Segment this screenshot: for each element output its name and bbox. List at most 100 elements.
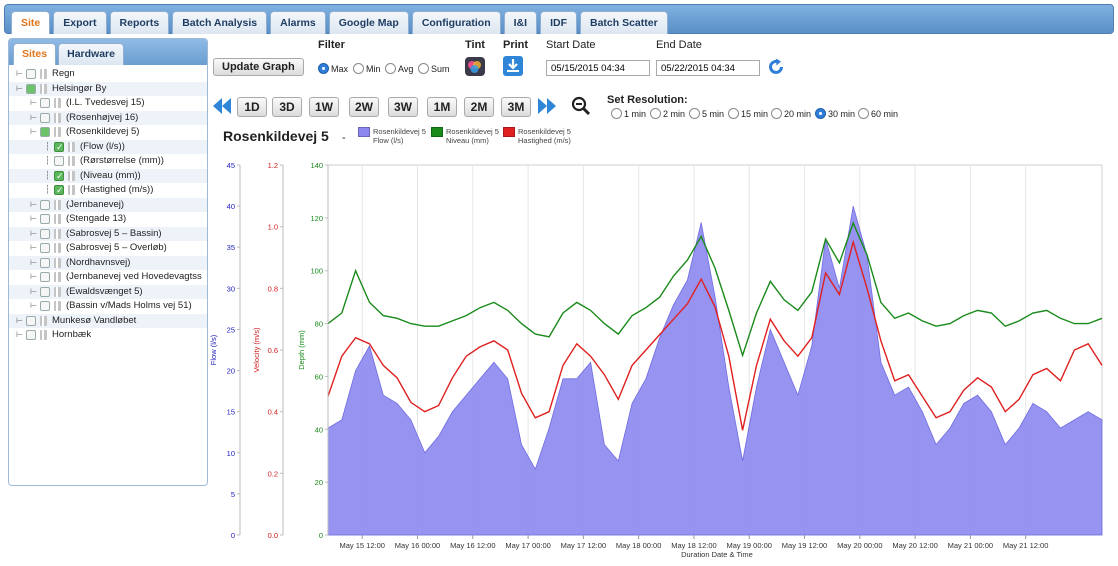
checkbox[interactable]: [26, 330, 36, 341]
checkbox[interactable]: [40, 127, 50, 138]
radio-icon[interactable]: [318, 63, 329, 74]
checkbox[interactable]: [40, 243, 50, 254]
tree-item[interactable]: ⊢ (Rosenhøjvej 16): [9, 110, 207, 125]
print-icon[interactable]: [503, 56, 523, 76]
checkbox[interactable]: [40, 257, 50, 268]
tree-item[interactable]: ⊢ (Jernbanevej): [9, 197, 207, 212]
tree-item[interactable]: ⊢ Regn: [9, 67, 207, 82]
expand-icon[interactable]: ⊢: [16, 330, 23, 339]
checkbox[interactable]: [54, 169, 64, 183]
checkbox[interactable]: [40, 301, 50, 312]
range-2w-button[interactable]: 2W: [349, 97, 379, 117]
next-period-icon[interactable]: [536, 96, 558, 116]
checkbox[interactable]: [40, 98, 50, 109]
checkbox[interactable]: [40, 199, 50, 210]
radio-icon[interactable]: [650, 108, 661, 119]
expand-icon[interactable]: ⊢: [30, 127, 37, 136]
tree-item[interactable]: ⊢ (Stengade 13): [9, 212, 207, 227]
tree-item[interactable]: ┆ (Niveau (mm)): [9, 168, 207, 183]
sidebar-tab-hardware[interactable]: Hardware: [58, 43, 124, 65]
tree-item[interactable]: ⊢ (Sabrosvej 5 – Overløb): [9, 241, 207, 256]
tree-item[interactable]: ⊢ (Bassin v/Mads Holms vej 51): [9, 299, 207, 314]
checkbox[interactable]: [40, 214, 50, 225]
tab-reports[interactable]: Reports: [109, 11, 170, 34]
tab-i-i[interactable]: I&I: [503, 11, 538, 34]
checkbox[interactable]: [54, 156, 64, 167]
tab-batch-analysis[interactable]: Batch Analysis: [172, 11, 268, 34]
radio-icon[interactable]: [353, 63, 364, 74]
tree-item[interactable]: ⊢ (I.L. Tvedesvej 15): [9, 96, 207, 111]
radio-icon[interactable]: [418, 63, 429, 74]
expand-icon[interactable]: ⊢: [30, 98, 37, 107]
tab-batch-scatter[interactable]: Batch Scatter: [579, 11, 668, 34]
range-1m-button[interactable]: 1M: [427, 97, 457, 117]
resolution-1-min-radio[interactable]: 1 min: [611, 108, 646, 119]
radio-icon[interactable]: [858, 108, 869, 119]
tree-item[interactable]: ┆ (Flow (l/s)): [9, 139, 207, 154]
update-graph-button[interactable]: Update Graph: [213, 58, 304, 76]
expand-icon[interactable]: ⊢: [30, 257, 37, 267]
checkbox[interactable]: [26, 69, 36, 80]
expand-icon[interactable]: ⊢: [16, 69, 23, 78]
range-3d-button[interactable]: 3D: [272, 97, 302, 117]
range-1w-button[interactable]: 1W: [309, 97, 339, 117]
radio-icon[interactable]: [815, 108, 826, 119]
tree-item[interactable]: ⊢ Hornbæk: [9, 328, 207, 343]
sidebar-tab-sites[interactable]: Sites: [13, 43, 57, 65]
filter-min-radio[interactable]: Min: [353, 63, 381, 74]
radio-icon[interactable]: [728, 108, 739, 119]
tree-item[interactable]: ⊢ Munkesø Vandløbet: [9, 313, 207, 328]
checkbox[interactable]: [26, 315, 36, 326]
tree-item[interactable]: ┆ (Rørstørrelse (mm)): [9, 154, 207, 169]
tint-icon[interactable]: [465, 57, 485, 76]
range-2m-button[interactable]: 2M: [464, 97, 494, 117]
range-3m-button[interactable]: 3M: [501, 97, 531, 117]
filter-max-radio[interactable]: Max: [318, 63, 348, 74]
expand-icon[interactable]: ⊢: [30, 243, 37, 252]
refresh-icon[interactable]: [766, 57, 786, 77]
resolution-15-min-radio[interactable]: 15 min: [728, 108, 768, 119]
expand-icon[interactable]: ⊢: [30, 286, 37, 296]
expand-icon[interactable]: ⊢: [30, 214, 37, 223]
tree-item[interactable]: ⊢ (Sabrosvej 5 – Bassin): [9, 226, 207, 241]
tab-alarms[interactable]: Alarms: [270, 11, 326, 34]
end-date-input[interactable]: [656, 60, 760, 76]
expand-icon[interactable]: ⊢: [30, 272, 37, 281]
tab-configuration[interactable]: Configuration: [411, 11, 501, 34]
radio-icon[interactable]: [385, 63, 396, 74]
start-date-input[interactable]: [546, 60, 650, 76]
expand-icon[interactable]: ⊢: [30, 199, 37, 209]
tree-item[interactable]: ⊢ (Jernbanevej ved Hovedevagtss: [9, 270, 207, 285]
radio-icon[interactable]: [771, 108, 782, 119]
checkbox[interactable]: [26, 83, 36, 94]
tree-item[interactable]: ⊢ Helsingør By: [9, 81, 207, 96]
filter-avg-radio[interactable]: Avg: [385, 63, 413, 74]
checkbox[interactable]: [40, 272, 50, 283]
expand-icon[interactable]: ⊢: [30, 228, 37, 238]
expand-icon[interactable]: ⊢: [16, 315, 23, 325]
resolution-20-min-radio[interactable]: 20 min: [771, 108, 811, 119]
expand-icon[interactable]: ⊢: [16, 83, 23, 93]
checkbox[interactable]: [40, 228, 50, 239]
tab-idf[interactable]: IDF: [540, 11, 577, 34]
tree-item[interactable]: ⊢ (Rosenkildevej 5): [9, 125, 207, 140]
radio-icon[interactable]: [611, 108, 622, 119]
expand-icon[interactable]: ⊢: [30, 112, 37, 122]
zoom-out-icon[interactable]: [571, 96, 591, 116]
tree-item[interactable]: ┆ (Hastighed (m/s)): [9, 183, 207, 198]
checkbox[interactable]: [40, 112, 50, 123]
previous-period-icon[interactable]: [211, 96, 233, 116]
tree-item[interactable]: ⊢ (Nordhavnsvej): [9, 255, 207, 270]
tree-item[interactable]: ⊢ (Ewaldsvænget 5): [9, 284, 207, 299]
resolution-5-min-radio[interactable]: 5 min: [689, 108, 724, 119]
radio-icon[interactable]: [689, 108, 700, 119]
checkbox[interactable]: [54, 140, 64, 154]
range-1d-button[interactable]: 1D: [237, 97, 267, 117]
filter-sum-radio[interactable]: Sum: [418, 63, 450, 74]
range-3w-button[interactable]: 3W: [388, 97, 418, 117]
tab-site[interactable]: Site: [11, 11, 51, 34]
checkbox[interactable]: [40, 286, 50, 297]
resolution-2-min-radio[interactable]: 2 min: [650, 108, 685, 119]
tab-export[interactable]: Export: [53, 11, 107, 34]
tab-google-map[interactable]: Google Map: [328, 11, 409, 34]
